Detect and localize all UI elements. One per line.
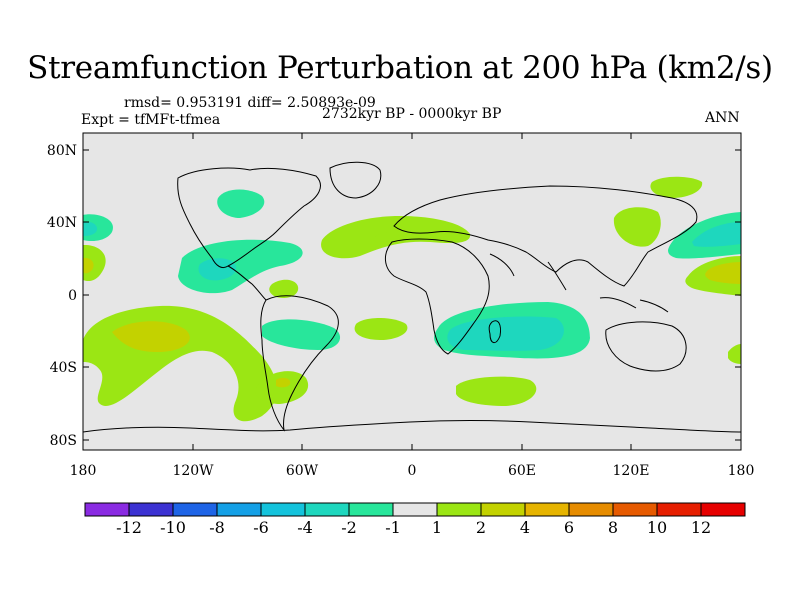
- lon-label: 120E: [613, 463, 650, 479]
- colorbar-box: [612, 502, 658, 517]
- lat-label: 80S: [50, 433, 77, 449]
- coast-central-america: [227, 265, 267, 301]
- colorbar-label: 12: [690, 518, 712, 537]
- coast-australia: [605, 321, 687, 372]
- lat-label: 40S: [50, 360, 77, 376]
- colorbar-box: [84, 502, 130, 517]
- colorbar-label: 1: [431, 518, 443, 537]
- colorbar-box: [480, 502, 526, 517]
- contour-neg-westedge-core: [83, 221, 98, 236]
- coast-antarctica: [83, 420, 741, 433]
- colorbar-box: [524, 502, 570, 517]
- lon-label: 60E: [508, 463, 536, 479]
- colorbar-label: 8: [607, 518, 619, 537]
- colorbar-box: [392, 502, 438, 517]
- coast-madagascar: [488, 320, 501, 343]
- colorbar-box: [260, 502, 306, 517]
- colorbar-label: -4: [297, 518, 313, 537]
- period-label: 2732kyr BP - 0000kyr BP: [322, 106, 502, 122]
- lat-label: 0: [68, 288, 77, 304]
- colorbar-label: -6: [253, 518, 269, 537]
- colorbar-box: [348, 502, 394, 517]
- colorbar-label: -10: [160, 518, 186, 537]
- coastlines: [83, 161, 741, 433]
- experiment-label: Expt = tfMFt-tfmea: [81, 112, 221, 128]
- season-label: ANN: [705, 110, 740, 126]
- plot-area: [83, 133, 741, 450]
- ticks: [83, 133, 741, 450]
- coast-europe-asia: [393, 185, 698, 287]
- colorbar-box: [568, 502, 614, 517]
- colorbar-box: [216, 502, 262, 517]
- coast-indonesia: [599, 297, 669, 313]
- contour-pos-siberia: [650, 176, 703, 198]
- lon-label: 180: [728, 463, 755, 479]
- contour-neg-indianocean-core: [447, 316, 564, 351]
- contour-neg-southamerica: [262, 319, 341, 350]
- coast-arabia-india: [489, 253, 567, 291]
- rmsd-stats: rmsd= 0.953191 diff= 2.50893e-09: [124, 95, 376, 111]
- colorbar-box: [304, 502, 350, 517]
- lat-labels: 80N 40N 0 40S 80S: [47, 143, 77, 449]
- colorbar-label: 2: [475, 518, 487, 537]
- contour-pos-southindian: [456, 376, 537, 406]
- lat-label: 80N: [47, 143, 77, 159]
- colorbar-label: 6: [563, 518, 575, 537]
- coast-africa: [385, 238, 490, 355]
- contour-pos-southamerica-core: [276, 377, 291, 388]
- contour-neg-northamerica: [217, 189, 265, 218]
- coast-north-america: [177, 167, 321, 269]
- contour-pos-eastedge-south: [728, 344, 741, 364]
- contour-neg-centralamerica: [178, 239, 303, 294]
- contour-pos-west20n-core: [83, 257, 94, 274]
- contour-fills: [83, 176, 741, 422]
- colorbar-label: -1: [385, 518, 401, 537]
- contour-pos-westpacific-core: [705, 262, 741, 284]
- colorbar-label: 10: [646, 518, 668, 537]
- colorbar-label: -2: [341, 518, 357, 537]
- lon-labels: 180 120W 60W 0 60E 120E 180: [70, 463, 755, 479]
- colorbar-label: -8: [209, 518, 225, 537]
- contour-pos-eastasia: [613, 207, 661, 247]
- contour-pos-southpacific-core: [112, 321, 190, 352]
- contour-pos-brazil: [269, 279, 299, 298]
- colorbar-box: [656, 502, 702, 517]
- lon-label: 180: [70, 463, 97, 479]
- lon-label: 60W: [286, 463, 319, 479]
- contour-pos-southamerica: [255, 371, 309, 404]
- lon-label: 120W: [172, 463, 214, 479]
- colorbar-label: -12: [116, 518, 142, 537]
- colorbar-box: [172, 502, 218, 517]
- contour-neg-centralamerica-core: [198, 258, 237, 281]
- coast-south-america: [260, 295, 339, 432]
- map-title: Streamfunction Perturbation at 200 hPa (…: [27, 50, 773, 86]
- colorbar-label: 4: [519, 518, 531, 537]
- colorbar-box: [700, 502, 746, 517]
- lon-label: 0: [408, 463, 417, 479]
- lat-label: 40N: [47, 215, 77, 231]
- coast-greenland: [329, 161, 382, 199]
- contour-neg-northpacific-core: [692, 222, 741, 247]
- colorbar: [84, 502, 746, 517]
- contour-pos-southatlantic: [354, 318, 408, 340]
- colorbar-box: [128, 502, 174, 517]
- colorbar-box: [436, 502, 482, 517]
